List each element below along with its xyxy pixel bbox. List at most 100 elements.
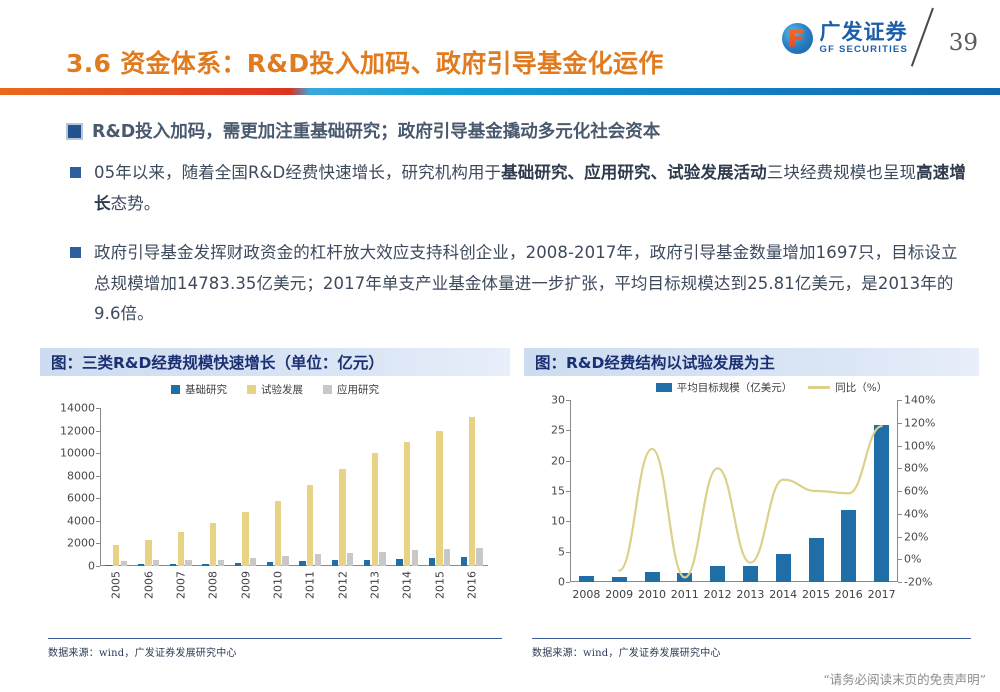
slide-title: 3.6 资金体系：R&D投入加码、政府引导基金化运作 [66,49,664,78]
x-axis-tick-label: 2014 [769,588,798,601]
bar [137,564,144,566]
y2-axis-tick [898,582,902,583]
square-bullet-icon [70,247,81,258]
disclaimer-text: “请务必阅读末页的免责声明” [823,672,986,687]
y-axis-tick [96,498,100,500]
chart-panel-right: 图：R&D经费结构以试验发展为主 平均目标规模（亿美元） 同比（%） 0 5 10 15 2… [524,348,979,674]
bar [364,559,371,566]
chart-source-left: 数据来源：wind，广发证券发展研究中心 [48,638,502,659]
y-axis-tick [96,475,100,477]
bar [644,571,660,582]
y-axis-tick-label: 4000 [67,514,95,528]
section-heading: R&D投入加码，需更加注重基础研究；政府引导基金撬动多元化社会资本 [66,118,660,143]
axis-line [570,581,898,582]
x-axis-tick-label: 2016 [465,571,479,599]
chart-panel-left: 图：三类R&D经费规模快速增长（单位：亿元） 基础研究 试验发展 应用研究 0 2000… [40,348,510,674]
x-axis-tick-label: 2017 [867,588,896,601]
bar [396,559,403,566]
y-axis-tick [96,566,100,567]
y2-axis-tick-label: 120% [904,416,936,430]
bar [242,511,249,566]
legend-swatch-icon [323,385,332,394]
bar [282,555,289,566]
y-axis-tick-label: 10 [551,514,565,528]
logo-name-cn: 广发证券 [819,20,908,44]
y-axis-tick-label: 0 [88,559,95,573]
y2-axis-tick [898,559,902,561]
x-axis-tick-label: 2010 [271,571,285,599]
x-axis-tick-label: 2008 [206,571,220,599]
logo-divider-slash [910,7,934,67]
bar [314,554,321,566]
y-axis-tick [96,408,100,409]
x-axis-tick-label: 2012 [703,588,732,601]
y-axis-tick-label: 15 [551,484,565,498]
bar [299,561,306,566]
y2-axis-tick-label: 20% [904,530,929,543]
y2-axis-tick [898,422,902,424]
bar [153,560,160,566]
company-logo: 广发证券 GF SECURITIES [781,22,908,55]
legend-item: 平均目标规模（亿美元） [655,380,792,395]
x-axis-tick-label: 2005 [109,571,123,599]
section-heading-text: R&D投入加码，需更加注重基础研究；政府引导基金撬动多元化社会资本 [92,122,661,142]
y-axis-tick [566,400,570,401]
legend-label: 基础研究 [185,384,227,396]
bullet-item: 05年以来，随着全国R&D经费快速增长，研究机构用于基础研究、应用研究、试验发展… [70,158,970,219]
x-axis-tick-label: 2016 [834,588,863,601]
x-axis-tick-label: 2006 [142,571,155,599]
x-axis-tick-label: 2011 [670,588,699,601]
y2-axis-tick-label: 40% [904,507,929,521]
y-axis-tick-label: 25 [551,423,565,437]
y-axis-tick [566,521,570,523]
logo-name-en: GF SECURITIES [819,44,908,55]
bar [428,557,435,566]
x-axis-tick-label: 2009 [239,571,252,599]
axis-line [100,408,101,566]
chart-source-right: 数据来源：wind，广发证券发展研究中心 [532,638,971,659]
bar [177,531,184,566]
bar [339,468,346,566]
bar [347,552,354,566]
x-axis-tick-label: 2007 [174,571,188,599]
bar [710,565,726,582]
x-axis-tick-label: 2014 [400,571,414,599]
legend-item: 基础研究 [171,382,227,397]
axis-line [100,565,488,566]
bar [742,565,758,582]
x-axis-tick-label: 2011 [303,571,317,599]
y2-axis-tick [898,513,902,515]
x-axis-tick-label: 2013 [368,571,382,599]
y-axis-tick [96,543,100,545]
y-axis-tick-label: 5 [558,545,565,559]
bar [202,563,209,566]
y2-axis-tick [898,536,902,538]
chart-legend: 平均目标规模（亿美元） 同比（%） [524,380,979,395]
y-axis-tick [96,453,100,455]
bar [611,576,627,582]
bullet-item: 政府引导基金发挥财政资金的杠杆放大效应支持科创企业，2008-2017年，政府引… [70,238,970,330]
bar [468,416,475,566]
y-axis-tick-label: 20 [551,454,565,468]
bar [444,548,451,566]
x-axis-tick-label: 2008 [572,588,601,601]
title-underline-bar [0,88,1000,95]
y-axis-tick-label: 12000 [60,424,95,438]
y2-axis-tick-label: 60% [904,484,929,498]
axis-line [570,400,571,582]
chart-canvas-rd-expenditure: 基础研究 试验发展 应用研究 0 2000 4000 6000 8000 10000 12000 1… [40,376,510,634]
y-axis-tick [566,491,570,492]
bar [874,425,890,582]
legend-label: 同比（%） [835,382,888,394]
bar [307,484,314,566]
bar [371,453,378,566]
gf-logo-icon [781,22,813,54]
bar [411,550,418,566]
x-axis-tick-label: 2010 [638,588,666,601]
y-axis-tick [566,430,570,432]
legend-item: 试验发展 [247,382,303,397]
y-axis-tick [566,460,570,462]
y-axis-tick-label: 2000 [67,536,95,550]
logo-text: 广发证券 GF SECURITIES [820,22,908,55]
